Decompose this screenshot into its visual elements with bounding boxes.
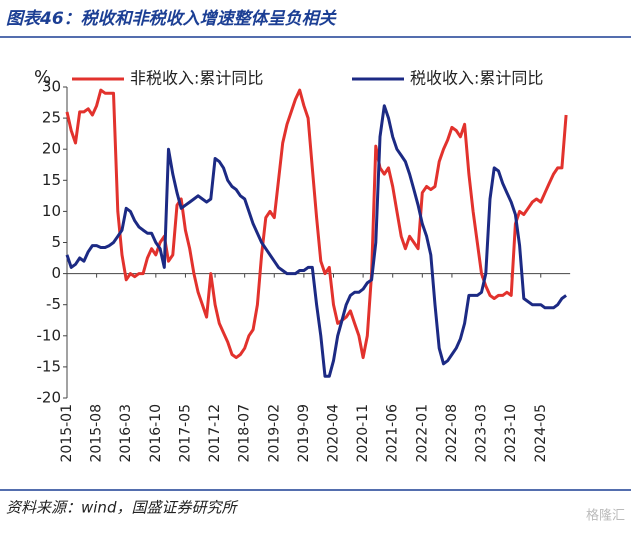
y-tick-label: 10 (42, 202, 61, 220)
x-tick-label: 2022-08 (444, 404, 460, 463)
x-tick-label: 2015-01 (59, 404, 75, 463)
x-tick-label: 2020-04 (325, 404, 341, 463)
x-tick-label: 2024-05 (533, 404, 549, 463)
x-tick-label: 2016-03 (118, 404, 134, 463)
x-tick-label: 2017-12 (207, 404, 223, 463)
y-tick-label: -15 (37, 357, 62, 375)
x-tick-label: 2016-10 (148, 404, 164, 463)
x-tick-label: 2015-08 (89, 404, 105, 463)
x-tick-label: 2019-02 (266, 404, 282, 463)
watermark: 格隆汇 (586, 508, 625, 524)
y-unit: % (34, 67, 51, 88)
y-tick-label: -5 (46, 295, 61, 313)
x-tick-label: 2023-10 (503, 404, 519, 463)
x-tick-label: 2018-07 (237, 404, 253, 463)
x-tick-label: 2017-05 (177, 404, 193, 463)
chart-title: 图表46：税收和非税收入增速整体呈负相关 (6, 9, 338, 29)
x-tick-label: 2020-11 (355, 404, 371, 463)
source: 资料来源：wind，国盛证券研究所 (6, 499, 238, 517)
y-tick-label: -20 (37, 389, 62, 407)
y-tick-label: -10 (37, 326, 62, 344)
legend-label: 非税收入:累计同比 (130, 69, 263, 88)
y-tick-label: 30 (42, 78, 61, 96)
legend-label: 税收收入:累计同比 (410, 69, 543, 88)
series-line (65, 104, 567, 378)
y-tick-label: 15 (42, 171, 61, 189)
y-tick-label: 0 (51, 264, 61, 282)
y-tick-label: 25 (42, 109, 61, 127)
series-line (65, 88, 568, 360)
x-tick-label: 2023-03 (474, 404, 490, 463)
y-tick-label: 20 (42, 140, 61, 158)
x-tick-label: 2021-06 (385, 404, 401, 463)
x-tick-label: 2019-09 (296, 404, 312, 463)
x-tick-label: 2022-01 (414, 404, 430, 463)
y-tick-label: 5 (51, 233, 61, 251)
